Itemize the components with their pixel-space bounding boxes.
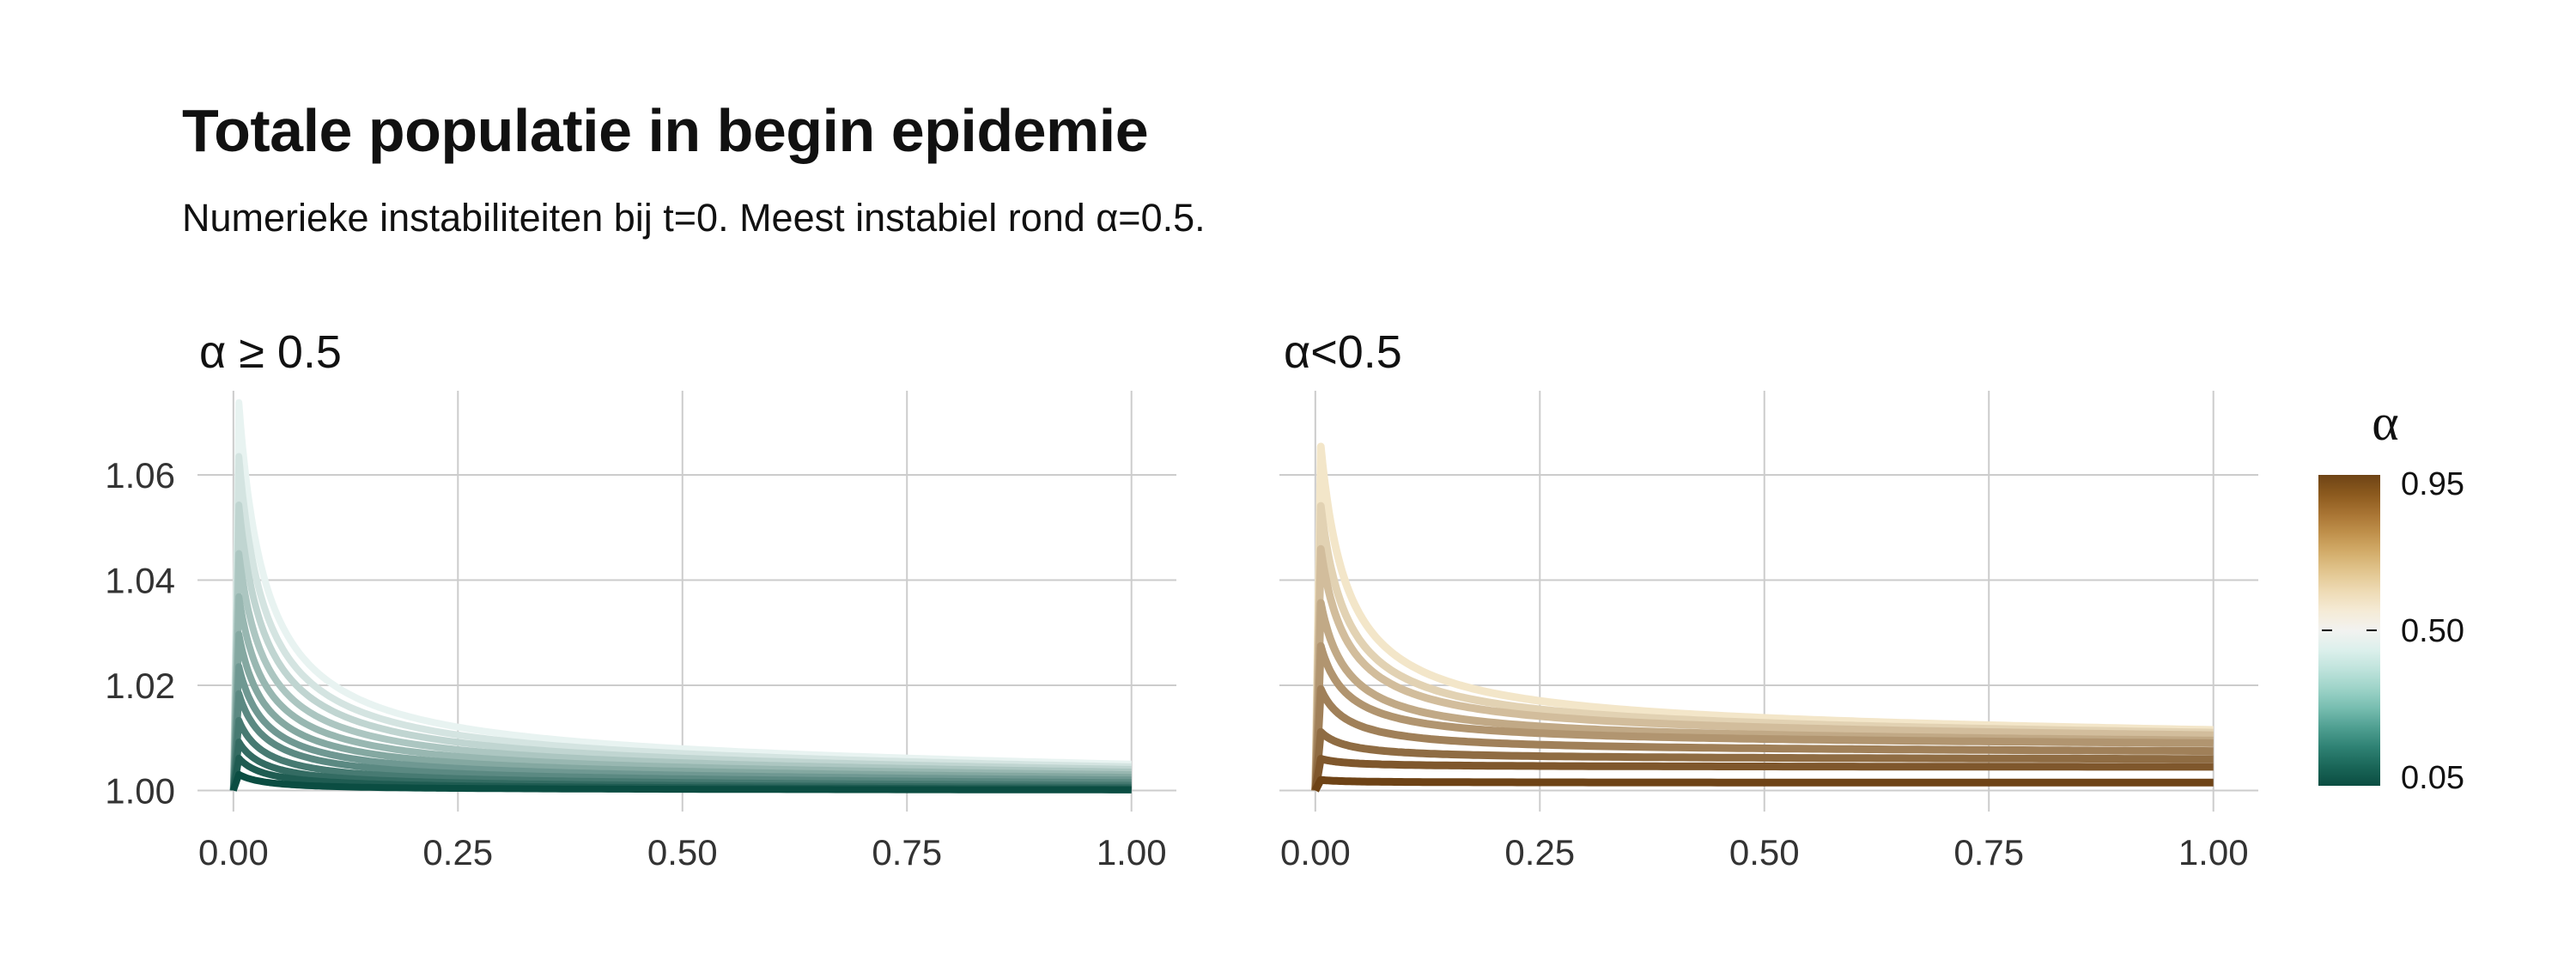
series-line-alpha-0.58 xyxy=(229,502,1132,791)
x-tick-label: 0.00 xyxy=(1280,832,1351,873)
series-line-alpha-0.2 xyxy=(1311,727,2214,791)
chart-title: Totale populatie in begin epidemie xyxy=(182,97,1149,164)
series-line-alpha-0.5 xyxy=(229,398,1132,791)
series-line-alpha-0.1 xyxy=(1311,775,2214,793)
x-tick-label: 0.75 xyxy=(1953,832,2024,873)
x-tick-label: 0.50 xyxy=(1729,832,1800,873)
y-tick-label: 1.02 xyxy=(105,666,175,706)
x-tick-label: 0.50 xyxy=(647,832,718,873)
series-line-alpha-0.25 xyxy=(1311,684,2214,791)
facet-label-low-alpha: α<0.5 xyxy=(1284,326,1402,378)
x-tick-label: 0.75 xyxy=(872,832,942,873)
x-tick-label: 1.00 xyxy=(2178,832,2249,873)
x-tick-label: 0.25 xyxy=(422,832,493,873)
series-line-alpha-0.95 xyxy=(230,770,1132,794)
legend-label: 0.50 xyxy=(2401,613,2464,649)
x-tick-label: 1.00 xyxy=(1097,832,1167,873)
color-legend: α 0.95 0.50 0.05 xyxy=(2318,394,2464,796)
x-tick-label: 0.25 xyxy=(1504,832,1575,873)
facet-label-high-alpha: α ≥ 0.5 xyxy=(199,326,342,378)
legend-label: 0.95 xyxy=(2401,466,2464,502)
series-line-alpha-0.3 xyxy=(1311,642,2214,791)
x-tick-label: 0.00 xyxy=(198,832,269,873)
y-tick-label: 1.04 xyxy=(105,561,175,601)
facet-panel-high-alpha: 0.00 0.25 0.50 0.75 1.00 1.00 1.02 1.04 1.06 α ≥… xyxy=(105,326,1176,873)
series-line-alpha-0.15 xyxy=(1311,755,2214,792)
chart-subtitle: Numerieke instabiliteiten bij t=0. Meest… xyxy=(182,196,1206,240)
facet-panel-low-alpha: 0.00 0.25 0.50 0.75 1.00 α<0.5 xyxy=(1279,326,2258,873)
y-tick-label: 1.00 xyxy=(105,771,175,812)
legend-label: 0.05 xyxy=(2401,760,2464,796)
legend-title: α xyxy=(2372,394,2398,451)
series-line-alpha-0.54 xyxy=(229,453,1132,791)
y-tick-label: 1.06 xyxy=(105,455,175,496)
series-line-alpha-0.38 xyxy=(1311,544,2214,791)
